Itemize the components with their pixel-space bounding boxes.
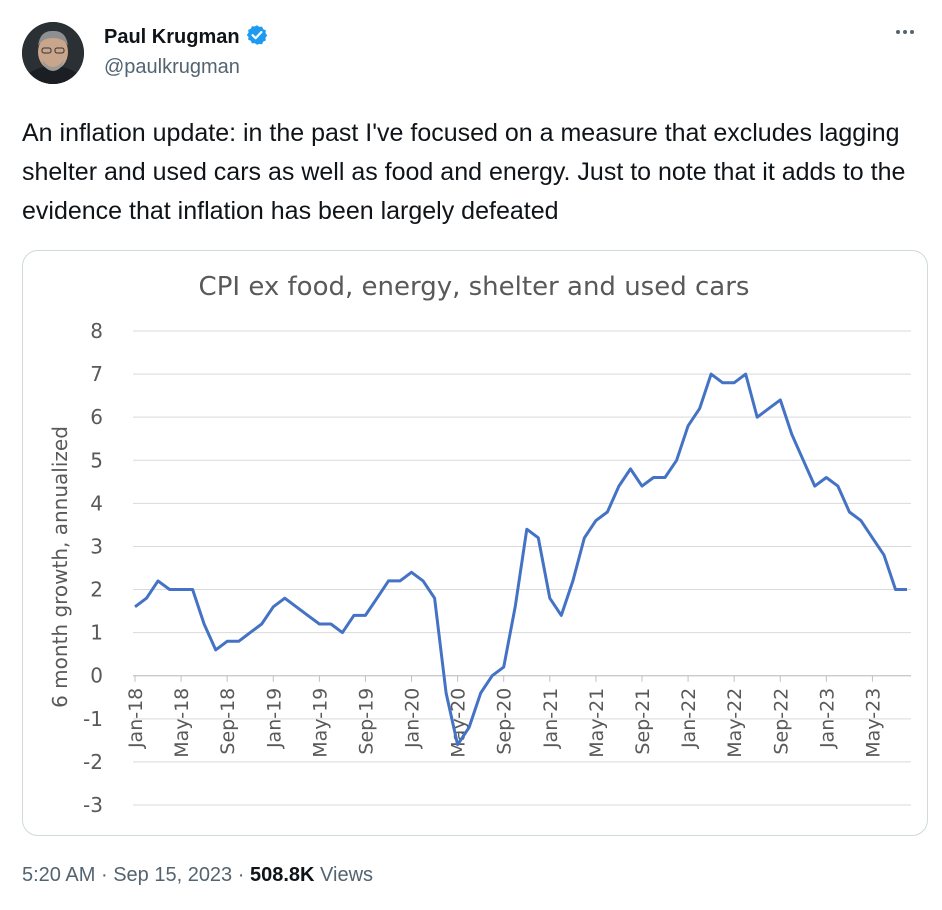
chart-image-card[interactable]: CPI ex food, energy, shelter and used ca…	[22, 250, 928, 836]
chart-title: CPI ex food, energy, shelter and used ca…	[199, 272, 750, 302]
x-tick-label: May-21	[586, 688, 608, 758]
tweet-footer: 5:20 AM · Sep 15, 2023 · 508.8K Views	[22, 864, 373, 887]
y-tick-label: 1	[90, 621, 103, 645]
y-tick-label: 6	[90, 405, 103, 429]
author-name[interactable]: Paul Krugman	[104, 26, 240, 48]
more-options-icon[interactable]	[890, 20, 920, 44]
x-tick-label: Sep-19	[355, 688, 377, 755]
views-count: 508.8K	[249, 864, 315, 886]
x-tick-label: Jan-20	[402, 688, 424, 749]
x-tick-label: Jan-21	[540, 688, 562, 749]
series-line	[134, 372, 907, 747]
avatar[interactable]	[22, 22, 84, 84]
views-label: Views	[320, 864, 374, 886]
y-tick-label: -2	[83, 750, 103, 774]
y-tick-label: 7	[90, 362, 103, 386]
x-tick-label: Jan-23	[816, 688, 838, 749]
x-tick-label: May-23	[862, 688, 884, 758]
y-tick-label: 4	[90, 491, 103, 515]
x-tick-label: Jan-22	[678, 688, 700, 749]
separator: ·	[100, 864, 108, 886]
avatar-image	[22, 22, 84, 84]
x-tick-label: Sep-21	[632, 688, 654, 755]
chart: CPI ex food, energy, shelter and used ca…	[48, 272, 911, 817]
y-tick-label: 5	[90, 448, 103, 472]
y-tick-label: -1	[83, 707, 103, 731]
tweet-text: An inflation update: in the past I've fo…	[22, 119, 906, 225]
verified-badge-icon	[246, 24, 268, 51]
y-tick-label: -3	[83, 793, 103, 817]
y-tick-label: 8	[90, 319, 103, 343]
tweet-time[interactable]: 5:20 AM	[22, 864, 96, 886]
x-tick-label: Sep-20	[494, 688, 516, 755]
y-tick-label: 3	[90, 534, 103, 558]
x-tick-label: Sep-18	[217, 688, 239, 755]
x-tick-label: May-20	[448, 688, 470, 758]
x-tick-label: Jan-18	[125, 688, 147, 749]
author-handle[interactable]: @paulkrugman	[104, 56, 240, 78]
x-tick-label: May-22	[724, 688, 746, 758]
x-tick-label: Sep-22	[770, 688, 792, 755]
author-name-row[interactable]: Paul Krugman	[104, 24, 268, 51]
y-tick-label: 2	[90, 578, 103, 602]
x-tick-label: May-18	[171, 688, 193, 758]
separator: ·	[237, 864, 245, 886]
x-tick-label: Jan-19	[263, 688, 285, 749]
y-axis-label: 6 month growth, annualized	[48, 426, 72, 708]
x-tick-label: May-19	[309, 688, 331, 758]
y-tick-label: 0	[90, 664, 103, 688]
tweet-date[interactable]: Sep 15, 2023	[113, 864, 233, 886]
